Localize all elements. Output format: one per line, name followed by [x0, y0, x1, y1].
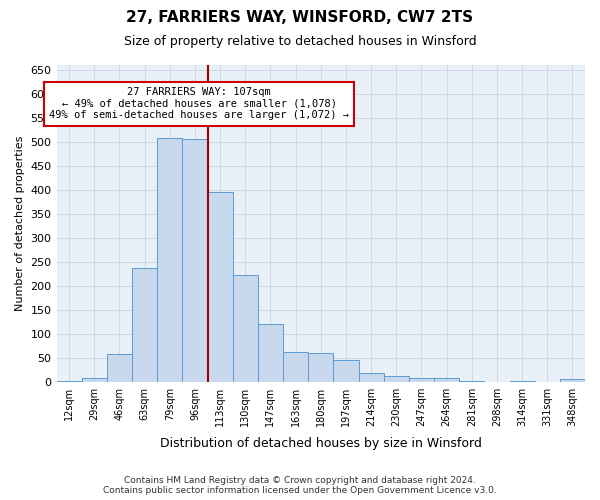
Bar: [434, 378, 459, 382]
Bar: [560, 380, 585, 382]
Text: 27, FARRIERS WAY, WINSFORD, CW7 2TS: 27, FARRIERS WAY, WINSFORD, CW7 2TS: [127, 10, 473, 25]
Bar: [107, 354, 132, 382]
Bar: [359, 372, 383, 382]
Text: Size of property relative to detached houses in Winsford: Size of property relative to detached ho…: [124, 35, 476, 48]
Bar: [308, 353, 334, 382]
Bar: [334, 360, 359, 382]
Bar: [383, 376, 409, 382]
Bar: [132, 268, 157, 382]
Bar: [283, 352, 308, 382]
X-axis label: Distribution of detached houses by size in Winsford: Distribution of detached houses by size …: [160, 437, 482, 450]
Bar: [56, 380, 82, 382]
Bar: [258, 324, 283, 382]
Bar: [157, 138, 182, 382]
Text: 27 FARRIERS WAY: 107sqm
← 49% of detached houses are smaller (1,078)
49% of semi: 27 FARRIERS WAY: 107sqm ← 49% of detache…: [49, 87, 349, 120]
Bar: [208, 192, 233, 382]
Bar: [233, 275, 258, 382]
Text: Contains HM Land Registry data © Crown copyright and database right 2024.
Contai: Contains HM Land Registry data © Crown c…: [103, 476, 497, 495]
Y-axis label: Number of detached properties: Number of detached properties: [15, 136, 25, 311]
Bar: [182, 140, 208, 382]
Bar: [82, 378, 107, 382]
Bar: [409, 378, 434, 382]
